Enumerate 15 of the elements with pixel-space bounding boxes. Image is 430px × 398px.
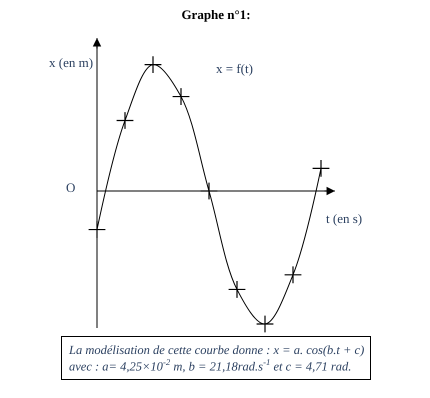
y-axis-title: x (en m) — [49, 55, 94, 70]
point — [88, 220, 106, 239]
annotation: x = f(t) — [216, 61, 253, 76]
point — [228, 280, 246, 298]
chart-title: Graphe n°1: — [181, 7, 251, 22]
x-axis-title: t (en s) — [326, 211, 362, 226]
point — [144, 56, 162, 74]
point — [284, 266, 302, 284]
text: La modélisation de cette courbe donne : x = a. cos(b.t + c) avec : a= 4,25×10$^{-2}$ m, b = 21,18rad.s$^{-1}$ et c = 4,71 rad. — [68, 343, 364, 374]
point — [200, 182, 218, 200]
point — [312, 159, 330, 178]
text: O — [66, 180, 76, 195]
point — [116, 112, 134, 130]
point — [256, 315, 274, 333]
point — [172, 88, 190, 106]
